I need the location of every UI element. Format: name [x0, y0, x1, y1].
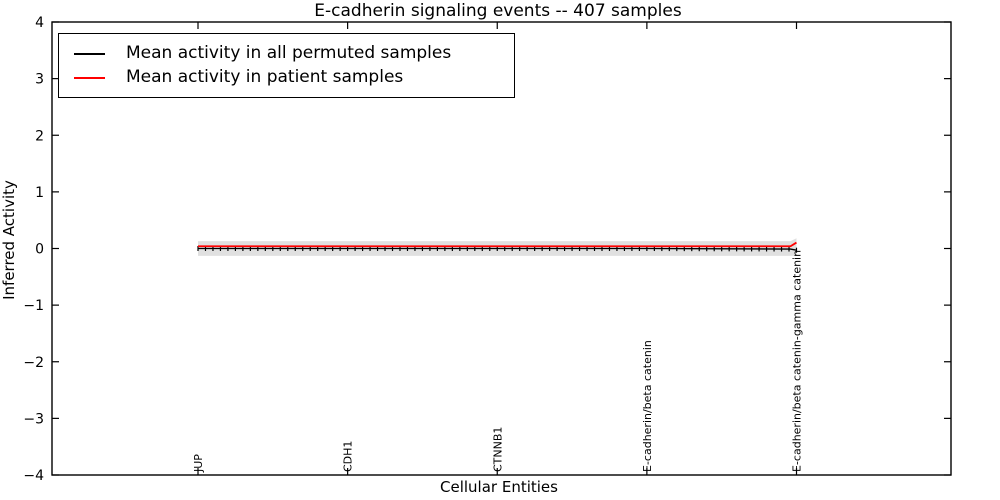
series-line-patient [198, 241, 797, 248]
plot-contents: 4 3 2 1 0 −1 −2 −3 −4 JUP CDH1 CTNNB1 E-cadherin/bet… [23, 15, 952, 484]
y-tick-label: −3 [23, 411, 44, 427]
y-tick-label: 0 [35, 242, 44, 258]
legend-line-sample-permuted [74, 52, 105, 55]
legend-label-patient: Mean activity in patient samples [126, 67, 404, 87]
x-category-label: CDH1 [342, 441, 355, 472]
legend-entry-permuted: Mean activity in all permuted samples [74, 45, 514, 62]
y-tick-label: −1 [23, 298, 44, 314]
y-tick-label: −2 [23, 355, 44, 371]
y-tick-label: 3 [35, 72, 44, 88]
legend: Mean activity in all permuted samples Me… [58, 33, 515, 98]
y-axis-label: Inferred Activity [0, 180, 18, 300]
legend-label-permuted: Mean activity in all permuted samples [126, 43, 452, 63]
legend-line-sample-patient [74, 76, 105, 79]
x-category-label: E-cadherin/beta catenin [641, 340, 654, 472]
y-tick-label: −4 [23, 468, 44, 484]
x-category-label: E-cadherin/beta catenin-gamma catenin [791, 250, 804, 472]
chart-title: E-cadherin signaling events -- 407 sampl… [314, 1, 682, 21]
x-category-label: CTNNB1 [491, 427, 504, 472]
y-tick-label: 1 [35, 185, 44, 201]
x-axis-label: Cellular Entities [440, 478, 558, 496]
y-tick-label: 2 [35, 128, 44, 144]
y-tick-label: 4 [35, 15, 44, 31]
legend-entry-patient: Mean activity in patient samples [74, 69, 514, 86]
x-category-label: JUP [192, 454, 205, 473]
